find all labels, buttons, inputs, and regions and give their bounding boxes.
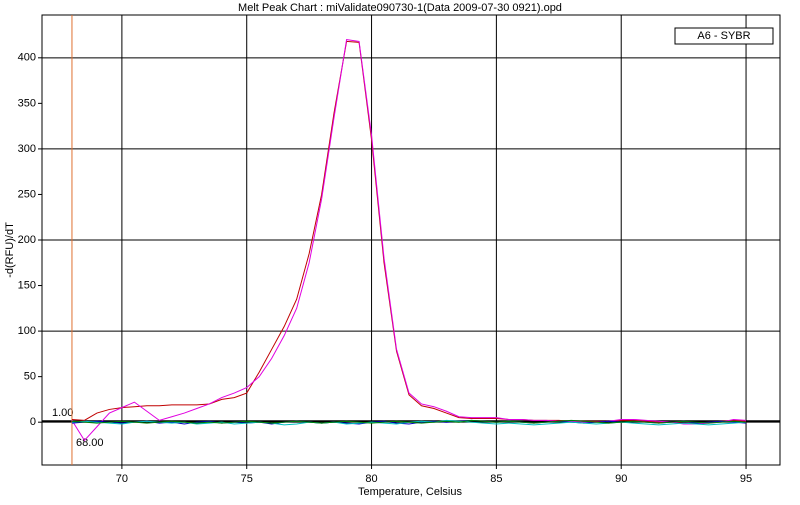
legend-box	[674, 27, 774, 45]
y-tick-label: 300	[18, 143, 36, 155]
y-tick-label: 100	[18, 325, 36, 337]
y-tick-label: 150	[18, 279, 36, 291]
series-line	[71, 419, 747, 424]
chart-title: Melt Peak Chart : miValidate090730-1(Dat…	[238, 2, 562, 14]
x-tick-label: 85	[490, 473, 502, 485]
x-tick-label: 70	[116, 473, 128, 485]
marker-label: 68.00	[76, 437, 104, 449]
y-tick-label: 400	[18, 52, 36, 64]
y-tick-label: 250	[18, 188, 36, 200]
x-tick-label: 95	[740, 473, 752, 485]
x-axis-label: Temperature, Celsius	[358, 486, 462, 498]
x-tick-label: 90	[615, 473, 627, 485]
threshold-label: 1.00	[52, 407, 73, 419]
y-tick-label: 50	[24, 371, 36, 383]
x-tick-label: 80	[365, 473, 377, 485]
x-tick-label: 75	[241, 473, 253, 485]
y-tick-label: 0	[30, 416, 36, 428]
series-line	[71, 40, 747, 424]
y-tick-label: 350	[18, 97, 36, 109]
y-tick-label: 200	[18, 234, 36, 246]
y-axis-label: -d(RFU)/dT	[4, 222, 16, 278]
legend-label: A6 - SYBR	[697, 30, 750, 42]
series-line	[71, 39, 747, 442]
